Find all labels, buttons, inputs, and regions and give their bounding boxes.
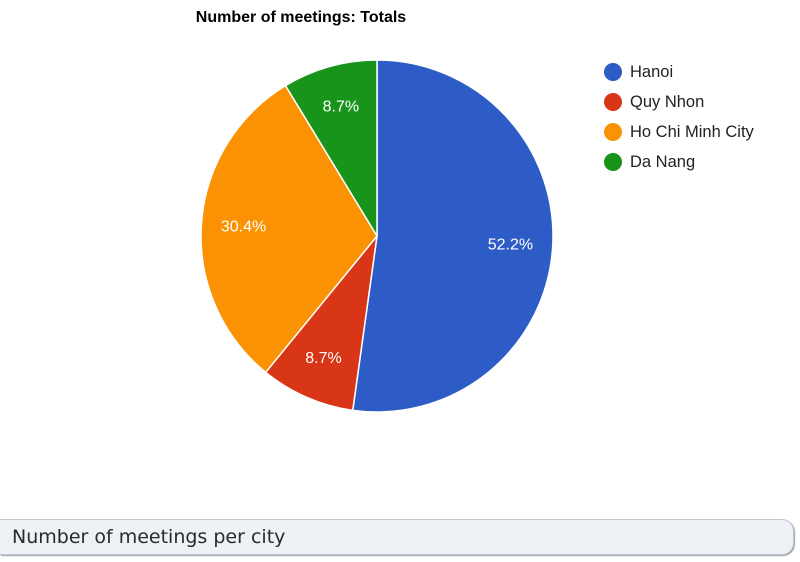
legend-label-ho-chi-minh-city: Ho Chi Minh City bbox=[630, 122, 754, 141]
legend-label-da-nang: Da Nang bbox=[630, 152, 696, 171]
pie-label-quy-nhon: 8.7% bbox=[305, 350, 341, 367]
pie-label-ho-chi-minh-city: 30.4% bbox=[221, 218, 266, 235]
legend-swatch-quy-nhon bbox=[604, 93, 622, 111]
legend-swatch-da-nang bbox=[604, 153, 622, 171]
pie-slice-ho-chi-minh-city[interactable] bbox=[200, 84, 378, 374]
caption-bar[interactable]: Number of meetings per city bbox=[0, 519, 794, 555]
legend-swatch-hanoi bbox=[604, 63, 622, 81]
legend-label-hanoi: Hanoi bbox=[630, 62, 674, 81]
legend-item-da-nang[interactable]: Da Nang bbox=[604, 147, 754, 177]
legend-item-hanoi[interactable]: Hanoi bbox=[604, 57, 754, 87]
pie-slice-quy-nhon[interactable] bbox=[264, 235, 378, 412]
caption-text: Number of meetings per city bbox=[12, 526, 286, 548]
legend-swatch-ho-chi-minh-city bbox=[604, 123, 622, 141]
pie-label-da-nang: 8.7% bbox=[323, 99, 359, 116]
legend: Hanoi Quy Nhon Ho Chi Minh City Da Nang bbox=[604, 57, 754, 177]
pie-slice-da-nang[interactable] bbox=[284, 59, 378, 237]
legend-item-ho-chi-minh-city[interactable]: Ho Chi Minh City bbox=[604, 117, 754, 147]
legend-item-quy-nhon[interactable]: Quy Nhon bbox=[604, 87, 754, 117]
pie-label-hanoi: 52.2% bbox=[488, 237, 533, 254]
chart-title: Number of meetings: Totals bbox=[195, 9, 407, 26]
legend-label-quy-nhon: Quy Nhon bbox=[630, 92, 705, 111]
pie-slice-hanoi[interactable] bbox=[351, 59, 554, 413]
pie-chart: 52.2% 8.7% 30.4% 8.7% bbox=[200, 59, 554, 413]
